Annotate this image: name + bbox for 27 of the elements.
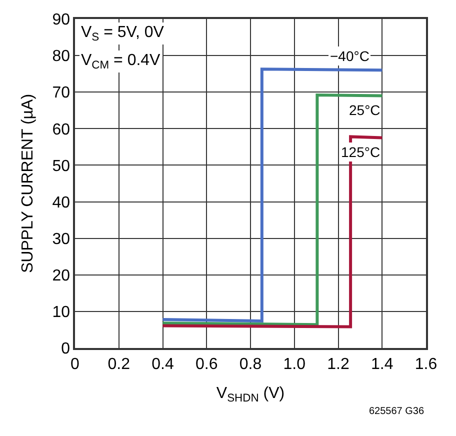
x-tick-label: 1.0 [283, 356, 306, 373]
y-tick-label: 30 [52, 230, 70, 248]
series-label: −40°C [330, 48, 370, 64]
y-tick-label: 0 [61, 340, 70, 358]
y-tick-label: 40 [52, 194, 70, 212]
line-series [161, 135, 384, 328]
text: 625567 G36 [369, 406, 424, 417]
series-label: 125°C [341, 144, 380, 160]
y-tick-label: 90 [52, 12, 70, 29]
y-tick-label: 10 [52, 304, 70, 322]
y-tick-label: 20 [52, 267, 70, 284]
x-tick-label: 0.8 [239, 356, 262, 373]
annotation: V$_{CM}$ = 0.4V [81, 52, 161, 72]
x-tick-label: 1.4 [371, 356, 394, 373]
series-label: 25°C [349, 102, 380, 118]
y-tick-label: 60 [52, 121, 70, 138]
annotation: V$_{S}$ = 5V, 0V [81, 24, 164, 44]
x-tick-label: 1.6 [414, 356, 438, 373]
x-tick-label: 0.6 [196, 356, 218, 373]
y-tick-label: 80 [52, 48, 70, 66]
y-tick-label: 70 [52, 84, 70, 102]
x-tick-label: 1.2 [327, 356, 350, 373]
x-axis-title: V$_{SHDN}$ (V) [216, 385, 285, 405]
y-tick-label: 50 [52, 158, 70, 175]
x-tick-label: 0.2 [108, 356, 130, 373]
y-axis-title: SUPPLY CURRENT (µA) [20, 94, 37, 274]
x-tick-label: 0.4 [152, 356, 174, 373]
